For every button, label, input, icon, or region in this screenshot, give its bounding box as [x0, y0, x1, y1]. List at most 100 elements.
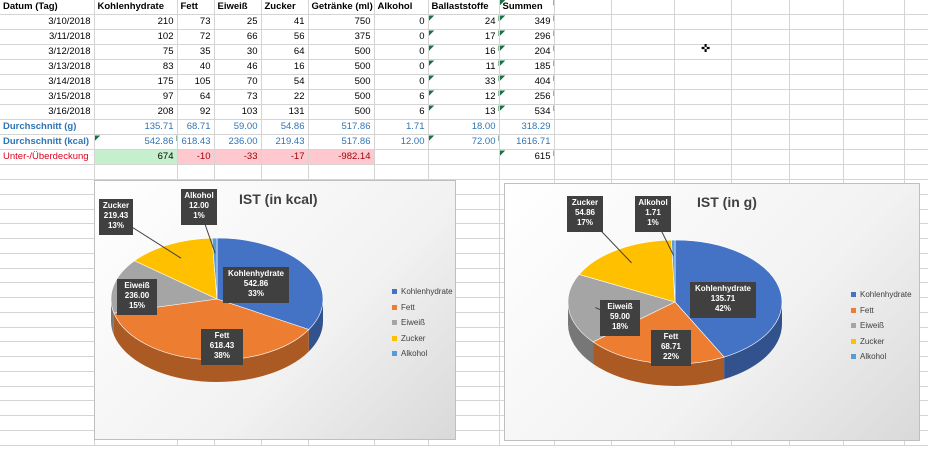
pie-slice-alkohol[interactable] — [211, 237, 218, 300]
cell[interactable] — [843, 0, 905, 16]
cell[interactable]: -10 — [177, 149, 215, 166]
cell[interactable] — [731, 104, 790, 121]
cell[interactable] — [843, 29, 905, 46]
cell[interactable] — [789, 29, 844, 46]
cell[interactable]: 296 — [499, 29, 555, 46]
cell[interactable]: 1616.71 — [499, 134, 555, 151]
cell[interactable] — [789, 44, 844, 61]
cell[interactable]: 16 — [428, 44, 500, 61]
cell[interactable]: 500 — [308, 104, 375, 121]
cell[interactable]: Ballaststoffe — [428, 0, 500, 16]
cell[interactable] — [0, 209, 95, 225]
cell[interactable] — [731, 89, 790, 106]
cell[interactable] — [0, 268, 95, 284]
cell[interactable] — [789, 104, 844, 121]
cell[interactable]: 542.86 — [94, 134, 178, 151]
cell[interactable] — [674, 89, 732, 106]
cell[interactable] — [904, 164, 928, 180]
cell[interactable]: 135.71 — [94, 119, 178, 136]
cell[interactable]: 64 — [261, 44, 309, 61]
cell[interactable] — [904, 0, 928, 16]
cell[interactable]: 404 — [499, 74, 555, 91]
cell[interactable] — [611, 14, 675, 31]
cell[interactable] — [554, 134, 612, 151]
cell[interactable]: 46 — [214, 59, 262, 76]
cell[interactable]: 208 — [94, 104, 178, 121]
pie-slice-alkohol[interactable] — [671, 239, 676, 303]
cell[interactable]: Eiweiß — [214, 0, 262, 16]
cell[interactable]: 3/10/2018 — [0, 14, 95, 31]
cell[interactable] — [731, 14, 790, 31]
cell[interactable] — [674, 164, 732, 180]
cell[interactable]: 175 — [94, 74, 178, 91]
cell[interactable]: 103 — [214, 104, 262, 121]
cell[interactable] — [843, 149, 905, 166]
cell[interactable] — [0, 297, 95, 313]
cell[interactable]: 54 — [261, 74, 309, 91]
cell[interactable] — [674, 104, 732, 121]
cell[interactable]: 3/12/2018 — [0, 44, 95, 61]
cell[interactable] — [843, 119, 905, 136]
cell[interactable]: 18.00 — [428, 119, 500, 136]
cell[interactable] — [731, 74, 790, 91]
chart-ist-kcal[interactable]: IST (in kcal) Kohlenhydrate Fett Eiweiß Zuc… — [94, 180, 456, 440]
cell[interactable]: 256 — [499, 89, 555, 106]
cell[interactable] — [789, 14, 844, 31]
cell[interactable]: Durchschnitt (kcal) — [0, 134, 95, 151]
cell[interactable]: 73 — [214, 89, 262, 106]
cell[interactable]: 59.00 — [214, 119, 262, 136]
cell[interactable] — [789, 164, 844, 180]
cell[interactable] — [0, 386, 95, 402]
cell[interactable]: 30 — [214, 44, 262, 61]
cell[interactable]: 500 — [308, 44, 375, 61]
cell[interactable]: Alkohol — [374, 0, 429, 16]
cell[interactable] — [843, 44, 905, 61]
cell[interactable] — [731, 44, 790, 61]
cell[interactable] — [0, 356, 95, 372]
cell[interactable] — [374, 164, 429, 180]
cell[interactable] — [904, 104, 928, 121]
cell[interactable] — [611, 149, 675, 166]
cell[interactable] — [0, 341, 95, 357]
cell[interactable] — [499, 164, 555, 180]
cell[interactable] — [0, 327, 95, 343]
cell[interactable]: Getränke (ml) — [308, 0, 375, 16]
cell[interactable] — [789, 89, 844, 106]
cell[interactable] — [611, 44, 675, 61]
cell[interactable] — [843, 104, 905, 121]
cell[interactable] — [428, 164, 500, 180]
cell[interactable]: 349 — [499, 14, 555, 31]
chart-ist-g[interactable]: IST (in g) Kohlenhydrate Fett Eiweiß Zucker… — [504, 183, 920, 441]
cell[interactable] — [611, 134, 675, 151]
cell[interactable] — [261, 164, 309, 180]
pie-slice-zucker[interactable] — [578, 239, 676, 303]
cell[interactable] — [0, 430, 95, 446]
cell[interactable] — [554, 29, 612, 46]
cell[interactable] — [731, 0, 790, 16]
cell[interactable] — [554, 74, 612, 91]
cell[interactable]: 500 — [308, 74, 375, 91]
cell[interactable] — [731, 29, 790, 46]
pie-slice-zucker[interactable] — [133, 237, 218, 300]
cell[interactable]: Kohlenhydrate — [94, 0, 178, 16]
cell[interactable]: 534 — [499, 104, 555, 121]
cell[interactable] — [611, 0, 675, 16]
cell[interactable] — [904, 74, 928, 91]
cell[interactable]: 517.86 — [308, 119, 375, 136]
cell[interactable] — [904, 119, 928, 136]
cell[interactable] — [0, 371, 95, 387]
cell[interactable]: 83 — [94, 59, 178, 76]
cell[interactable] — [674, 59, 732, 76]
cell[interactable]: 54.86 — [261, 119, 309, 136]
cell[interactable] — [731, 149, 790, 166]
cell[interactable]: 3/15/2018 — [0, 89, 95, 106]
cell[interactable]: 97 — [94, 89, 178, 106]
cell[interactable]: 35 — [177, 44, 215, 61]
cell[interactable] — [611, 74, 675, 91]
cell[interactable]: 92 — [177, 104, 215, 121]
cell[interactable] — [611, 104, 675, 121]
cell[interactable] — [611, 59, 675, 76]
cell[interactable] — [674, 14, 732, 31]
cell[interactable] — [789, 74, 844, 91]
cell[interactable] — [0, 194, 95, 210]
